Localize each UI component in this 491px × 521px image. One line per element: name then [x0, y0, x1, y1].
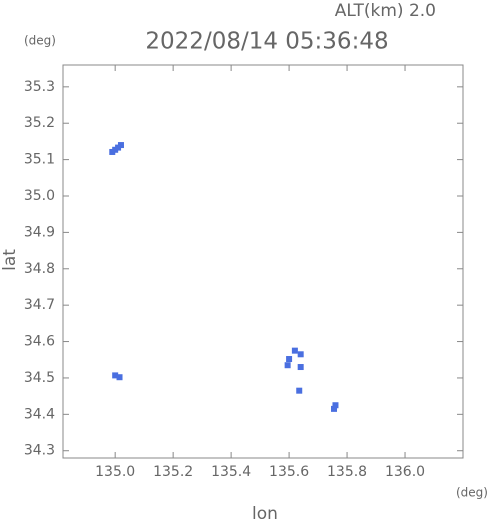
x-tick-label: 135.0 — [95, 464, 135, 480]
x-axis-label: lon — [252, 504, 278, 521]
y-tick-label: 34.7 — [24, 297, 55, 313]
y-tick-label: 34.8 — [24, 261, 55, 277]
echo-point — [297, 351, 304, 358]
y-tick-label: 35.3 — [24, 79, 55, 95]
x-unit: (deg) — [456, 486, 488, 500]
chart-subtitle: ALT(km) 2.0 — [335, 1, 436, 21]
x-tick-label: 135.2 — [153, 464, 193, 480]
y-axis-label: lat — [0, 249, 20, 271]
y-tick-label: 34.6 — [24, 334, 55, 350]
chart-title: 2022/08/14 05:36:48 — [145, 29, 388, 55]
echo-point — [286, 356, 293, 363]
echo-point — [291, 347, 298, 354]
x-tick-label: 135.6 — [269, 464, 309, 480]
echo-point — [332, 402, 339, 409]
y-tick-label: 34.5 — [24, 370, 55, 386]
x-tick-label: 136.0 — [385, 464, 425, 480]
x-tick-label: 135.4 — [211, 464, 251, 480]
echo-point — [116, 374, 123, 381]
y-tick-label: 34.3 — [24, 443, 55, 459]
y-tick-label: 34.9 — [24, 224, 55, 240]
echo-point — [297, 364, 304, 371]
echo-point — [284, 362, 291, 369]
echo-point — [112, 372, 119, 379]
y-tick-label: 35.2 — [24, 115, 55, 131]
y-tick-label: 35.0 — [24, 188, 55, 204]
y-tick-label: 35.1 — [24, 152, 55, 168]
x-tick-label: 135.8 — [327, 464, 367, 480]
plot-frame — [62, 64, 464, 459]
echo-point — [109, 148, 116, 155]
y-tick-label: 34.4 — [24, 406, 55, 422]
echo-point — [296, 387, 303, 394]
y-unit: (deg) — [24, 34, 56, 48]
echo-point — [331, 405, 338, 412]
